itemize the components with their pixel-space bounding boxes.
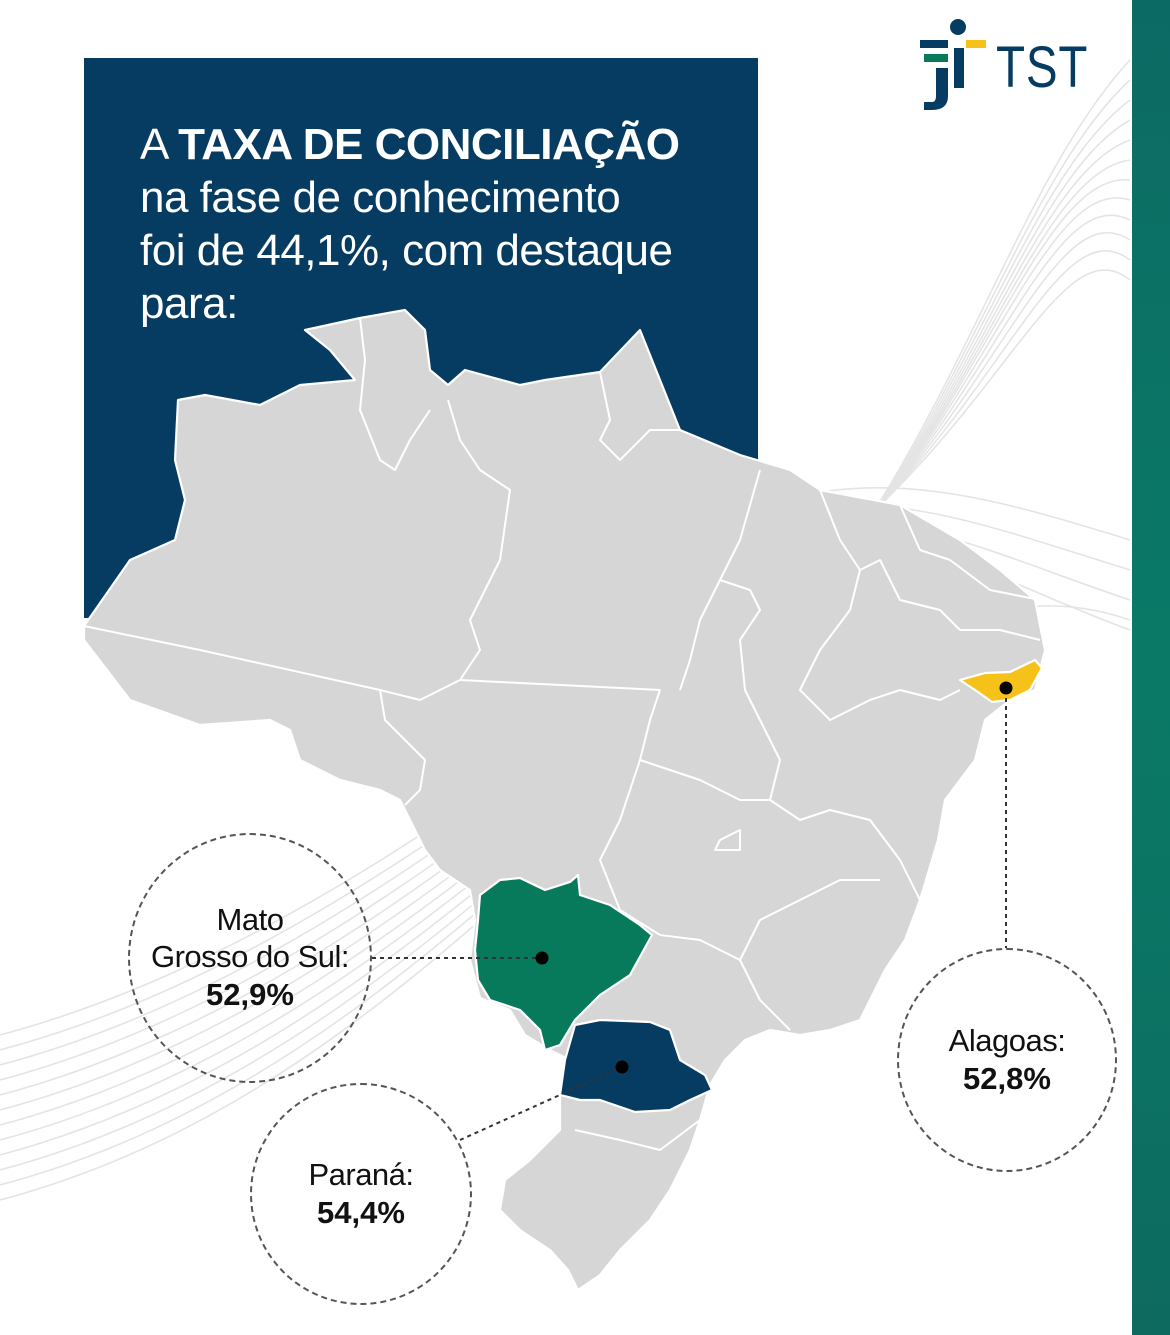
headline-prefix: A (140, 120, 179, 169)
marker-alagoas (999, 681, 1013, 695)
callout-name-mato-grosso-do-sul-line-2: Grosso do Sul: (150, 939, 350, 974)
map-country-outline (82, 308, 1047, 1292)
side-stripe (1132, 0, 1170, 1335)
state-alagoas (958, 658, 1044, 704)
headline-line-1: A TAXA DE CONCILIAÇÃO (140, 118, 740, 171)
callout-name-parana: Paraná: (308, 1156, 414, 1192)
callout-value-parana: 54,4% (317, 1194, 405, 1230)
tst-figure-logo-icon (920, 19, 986, 110)
marker-mato-grosso-do-sul (535, 951, 549, 965)
callout-alagoas: Alagoas: 52,8% (897, 948, 1117, 1172)
callout-name-alagoas: Alagoas: (948, 1022, 1066, 1058)
headline-line-4: para: (140, 279, 238, 328)
headline-emphasis: TAXA DE CONCILIAÇÃO (178, 120, 680, 169)
state-parana (558, 1018, 714, 1114)
logo-text: TST (996, 35, 1089, 100)
callout-value-alagoas: 52,8% (963, 1060, 1051, 1096)
state-mato-grosso-do-sul (473, 873, 654, 1052)
headline: A TAXA DE CONCILIAÇÃO na fase de conheci… (140, 118, 740, 330)
callout-parana: Paraná: 54,4% (250, 1083, 472, 1305)
callout-mato-grosso-do-sul: Mato Grosso do Sul: 52,9% (128, 833, 372, 1083)
callout-value-mato-grosso-do-sul: 52,9% (206, 977, 294, 1012)
headline-line-2: na fase de conhecimento (140, 173, 621, 222)
leader-line-parana (459, 1066, 623, 1141)
callout-name-mato-grosso-do-sul-line-1: Mato (216, 902, 284, 937)
marker-parana (615, 1060, 629, 1074)
headline-line-3: foi de 44,1%, com destaque (140, 226, 673, 275)
